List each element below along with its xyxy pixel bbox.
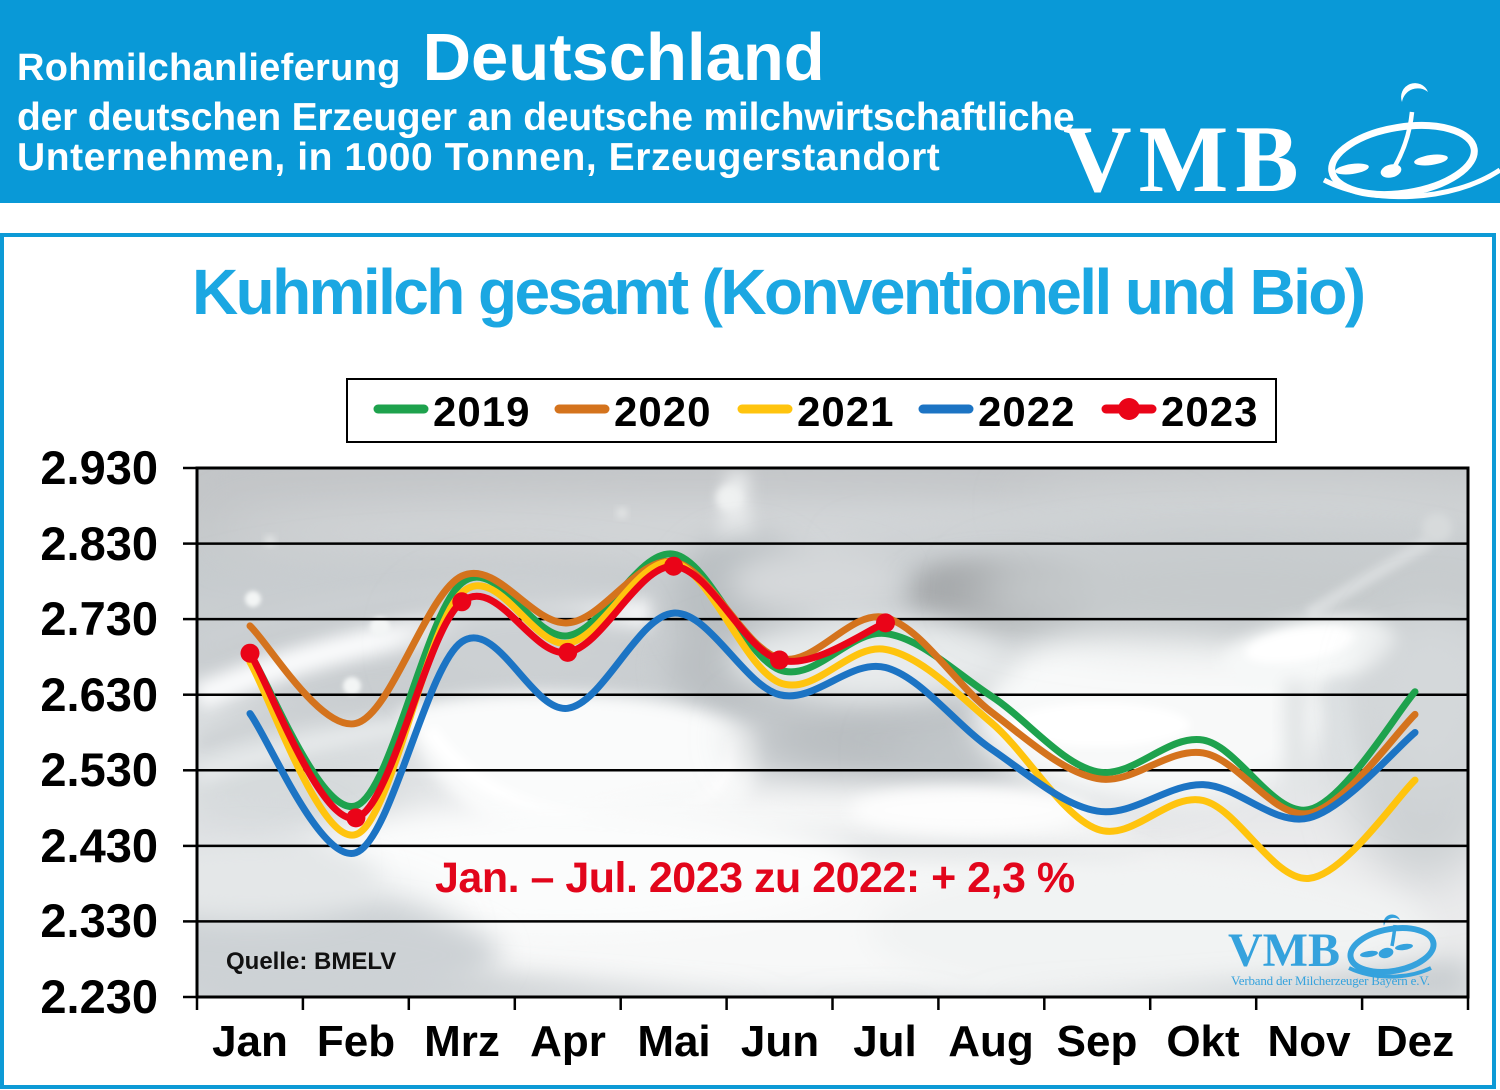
svg-text:Verband der Milcherzeuger Baye: Verband der Milcherzeuger Bayern e.V. (1231, 973, 1430, 988)
svg-text:VMB: VMB (1228, 924, 1340, 977)
